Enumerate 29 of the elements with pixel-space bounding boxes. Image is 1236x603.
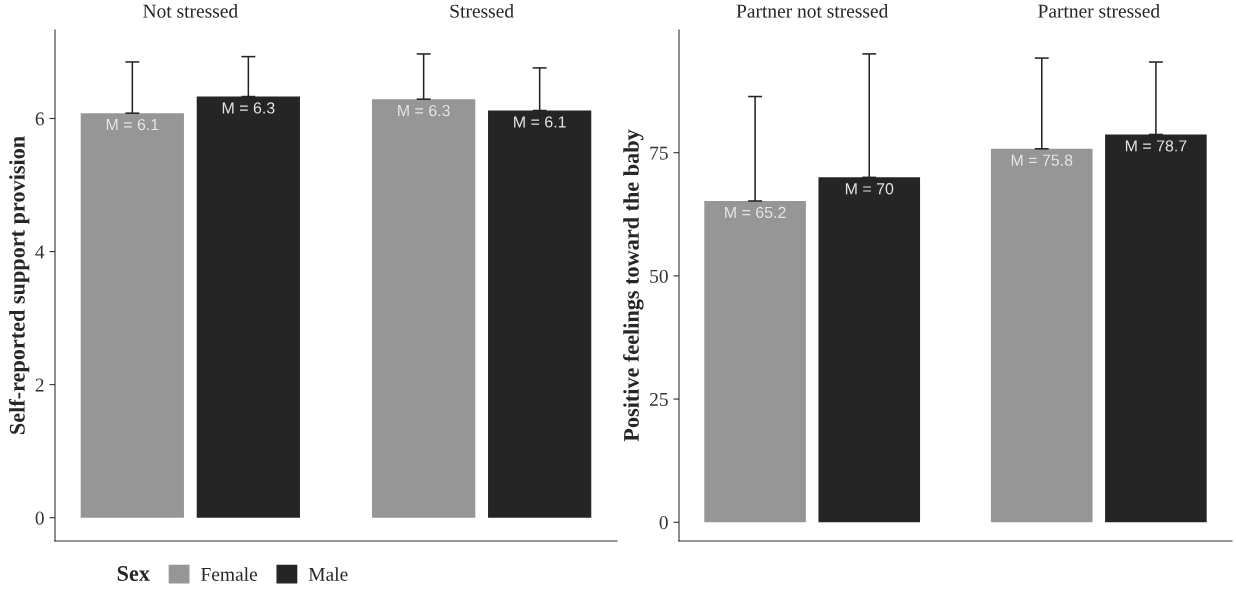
y-tick-label: 25 <box>649 392 668 407</box>
y-axis-title: Positive feelings toward the baby <box>623 129 644 442</box>
data-label: M = 78.7 <box>1125 140 1187 152</box>
bar <box>704 200 806 523</box>
y-tick-label: 6 <box>35 112 44 126</box>
y-tick-label: 75 <box>650 146 668 160</box>
x-tick-label: Not stressed <box>143 4 238 18</box>
y-axis-title: Self-reported support provision <box>8 136 30 434</box>
data-label: M = 6.3 <box>222 102 275 114</box>
legend-label: Male <box>308 567 348 581</box>
data-label: M = 75.8 <box>1011 154 1073 166</box>
legend-label: Female <box>201 567 258 581</box>
y-tick-label: 0 <box>35 511 44 525</box>
data-label: M = 6.1 <box>106 118 159 131</box>
x-tick-label: Partner stressed <box>1038 4 1160 18</box>
data-label: M = 65.2 <box>725 206 786 219</box>
legend-title: Sex <box>117 566 150 581</box>
data-label: M = 70 <box>845 183 894 195</box>
y-tick-label: 2 <box>35 378 44 392</box>
x-tick-label: Stressed <box>450 4 514 18</box>
bar <box>990 148 1093 523</box>
y-tick-label: 4 <box>35 245 45 259</box>
bar <box>372 99 476 518</box>
data-label: M = 6.1 <box>514 116 566 128</box>
bar <box>80 113 184 518</box>
x-tick-label: Partner not stressed <box>736 4 889 18</box>
y-tick-label: 0 <box>659 516 668 530</box>
y-tick-label: 50 <box>650 269 668 283</box>
data-label: M = 6.3 <box>398 104 450 117</box>
